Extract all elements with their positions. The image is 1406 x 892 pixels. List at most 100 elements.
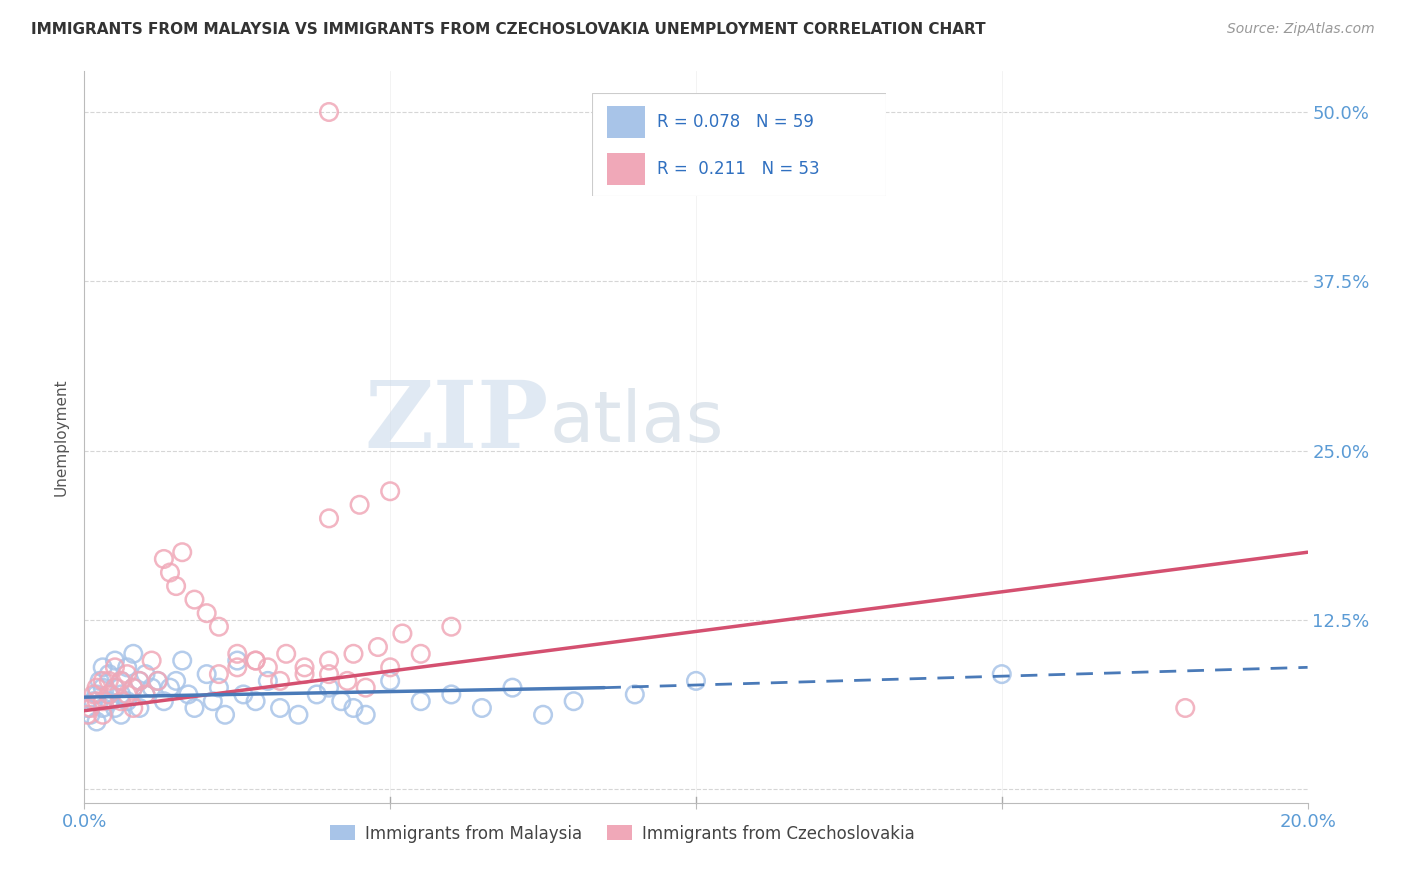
Point xyxy=(135,667,157,681)
Point xyxy=(91,694,114,708)
Point xyxy=(122,701,145,715)
Point xyxy=(245,654,267,668)
Point xyxy=(294,660,316,674)
Point xyxy=(159,681,181,695)
Point xyxy=(128,701,150,715)
Point xyxy=(562,694,585,708)
Point xyxy=(165,579,187,593)
Point xyxy=(146,673,169,688)
Point xyxy=(380,660,402,674)
Point xyxy=(104,681,127,695)
Point xyxy=(115,660,138,674)
Point xyxy=(110,694,132,708)
Point xyxy=(531,707,554,722)
Point xyxy=(318,681,340,695)
Point xyxy=(135,688,157,702)
Point xyxy=(391,626,413,640)
Point xyxy=(97,688,120,702)
Point xyxy=(318,511,340,525)
Point xyxy=(330,694,353,708)
Point xyxy=(183,701,205,715)
Point xyxy=(122,681,145,695)
Point xyxy=(305,688,328,702)
Point xyxy=(122,647,145,661)
Point xyxy=(110,673,132,688)
Point xyxy=(110,673,132,688)
Point xyxy=(349,498,371,512)
Point xyxy=(97,673,120,688)
Point xyxy=(502,681,524,695)
Point xyxy=(257,673,280,688)
Point xyxy=(177,688,200,702)
Point xyxy=(153,552,176,566)
Point xyxy=(201,694,224,708)
Point xyxy=(79,707,101,722)
Point xyxy=(141,654,163,668)
Point xyxy=(354,707,377,722)
Point xyxy=(135,688,157,702)
Point xyxy=(342,647,364,661)
Point xyxy=(409,647,432,661)
Point xyxy=(1174,701,1197,715)
Point xyxy=(128,673,150,688)
Point xyxy=(380,673,402,688)
Point xyxy=(91,660,114,674)
Point xyxy=(115,667,138,681)
Point xyxy=(110,688,132,702)
Point xyxy=(991,667,1014,681)
Point xyxy=(245,694,267,708)
Point xyxy=(86,681,108,695)
Point xyxy=(141,681,163,695)
Point xyxy=(208,620,231,634)
Point xyxy=(342,701,364,715)
Text: Source: ZipAtlas.com: Source: ZipAtlas.com xyxy=(1227,22,1375,37)
Point xyxy=(318,667,340,681)
Point xyxy=(354,681,377,695)
Text: atlas: atlas xyxy=(550,388,724,457)
Point xyxy=(91,673,114,688)
Point xyxy=(440,620,463,634)
Point xyxy=(128,673,150,688)
Point xyxy=(146,673,169,688)
Point xyxy=(208,667,231,681)
Point xyxy=(165,673,187,688)
Point xyxy=(86,694,108,708)
Point xyxy=(76,707,98,722)
Point xyxy=(104,681,127,695)
Point xyxy=(195,667,218,681)
Point xyxy=(318,654,340,668)
Point xyxy=(409,694,432,708)
Point xyxy=(226,654,249,668)
Point xyxy=(159,566,181,580)
Point xyxy=(226,647,249,661)
Point xyxy=(269,701,291,715)
Point xyxy=(110,707,132,722)
Point xyxy=(115,688,138,702)
Point xyxy=(172,545,194,559)
Point xyxy=(367,640,389,654)
Y-axis label: Unemployment: Unemployment xyxy=(53,378,69,496)
Point xyxy=(86,688,108,702)
Point xyxy=(91,681,114,695)
Point xyxy=(104,701,127,715)
Point xyxy=(122,681,145,695)
Point xyxy=(83,694,105,708)
Point xyxy=(318,105,340,120)
Point xyxy=(380,484,402,499)
Point xyxy=(245,654,267,668)
Point xyxy=(214,707,236,722)
Point xyxy=(287,707,309,722)
Point xyxy=(104,660,127,674)
Legend: Immigrants from Malaysia, Immigrants from Czechoslovakia: Immigrants from Malaysia, Immigrants fro… xyxy=(323,818,922,849)
Point xyxy=(172,654,194,668)
Point xyxy=(276,647,298,661)
Point xyxy=(104,654,127,668)
Point xyxy=(91,701,114,715)
Point xyxy=(83,688,105,702)
Point xyxy=(624,688,647,702)
Point xyxy=(89,673,111,688)
Point xyxy=(153,694,176,708)
Point xyxy=(97,667,120,681)
Point xyxy=(232,688,254,702)
Point xyxy=(86,714,108,729)
